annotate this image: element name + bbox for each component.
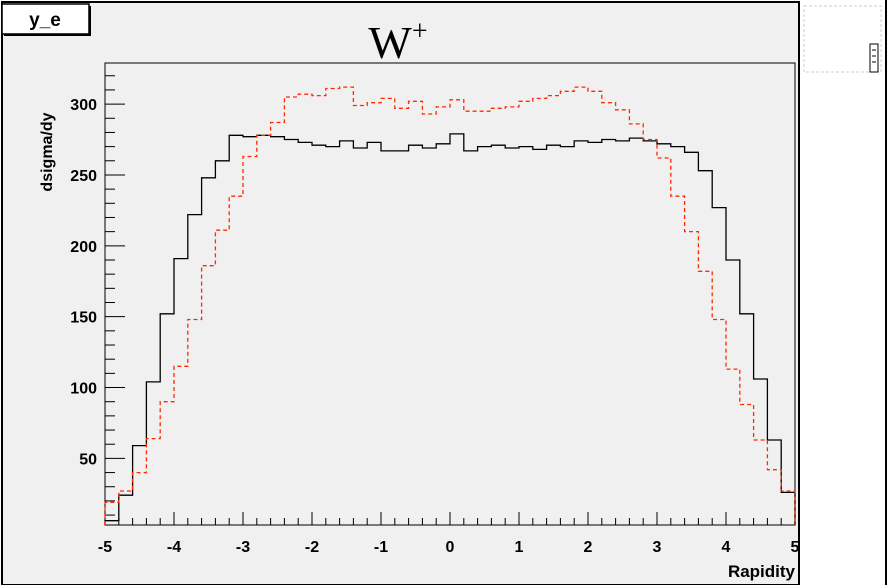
- plot-area: [104, 62, 796, 526]
- x-tick-label: 0: [446, 539, 455, 556]
- histogram-series-dashed: [104, 86, 796, 525]
- chart-title-main: W: [368, 17, 412, 68]
- x-tick-label: 4: [722, 539, 731, 556]
- chart-title: W+: [368, 16, 427, 68]
- x-tick-label: -4: [167, 539, 181, 556]
- x-axis-label: Rapidity: [728, 562, 796, 581]
- y-tick-label: 200: [70, 239, 97, 256]
- x-tick-label: 2: [584, 539, 593, 556]
- x-tick-label: -1: [374, 539, 388, 556]
- stat-box: [1, 3, 90, 35]
- y-tick-label: 250: [70, 168, 97, 185]
- x-tick-label: 1: [515, 539, 524, 556]
- y-tick-label: 100: [70, 381, 97, 398]
- y-tick-label: 150: [70, 310, 97, 327]
- y-tick-label: 300: [70, 97, 97, 114]
- chart-title-superscript: +: [412, 16, 428, 47]
- ticks-layer: -5 -4 -3 -2 -1 0 1 2 3 4 5 50 100 150 200 250 300: [70, 75, 800, 556]
- legend-placeholder: [803, 5, 882, 73]
- x-tick-label: 5: [791, 539, 800, 556]
- stat-box-label: y_e: [29, 10, 61, 31]
- y-axis-label: dsigma/dy: [39, 112, 56, 191]
- x-tick-label: -2: [305, 539, 319, 556]
- series-layer: [104, 86, 796, 525]
- x-tick-label: -5: [98, 539, 112, 556]
- scroll-handle[interactable]: [869, 43, 879, 73]
- x-tick-label: -3: [236, 539, 250, 556]
- x-tick-label: 3: [653, 539, 662, 556]
- histogram-series-solid: [104, 133, 796, 525]
- y-axis-label-group: dsigma/dy: [39, 112, 56, 191]
- y-tick-label: 50: [79, 451, 97, 468]
